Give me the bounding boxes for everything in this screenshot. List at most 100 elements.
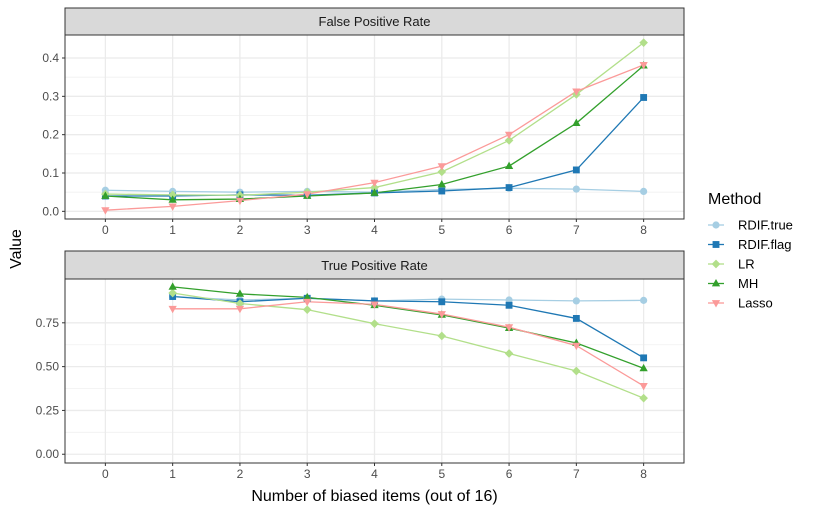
- data-point-rdif-true: [572, 185, 580, 193]
- x-tick-label: 0: [102, 223, 109, 237]
- data-point-rdif-flag: [640, 354, 648, 362]
- data-point-rdif-flag: [438, 187, 446, 195]
- data-point-rdif-true: [640, 187, 648, 195]
- x-tick-label: 5: [438, 223, 445, 237]
- legend-key-marker: [712, 241, 720, 248]
- legend: Method RDIF.true RDIF.flag LR MH Lasso: [708, 191, 793, 311]
- x-axis-title: Number of biased items (out of 16): [251, 488, 497, 505]
- data-point-mh: [437, 180, 446, 188]
- data-point-lasso: [639, 62, 648, 70]
- y-tick-label: 0.75: [36, 316, 60, 330]
- series-line-rdif-flag: [172, 295, 644, 359]
- data-point-rdif-flag: [505, 301, 513, 309]
- x-tick-label: 4: [371, 467, 378, 481]
- data-point-mh: [168, 195, 177, 203]
- data-point-mh: [235, 289, 245, 297]
- data-point-lasso: [168, 203, 177, 211]
- legend-key-marker: [711, 279, 721, 287]
- data-point-lasso: [572, 342, 581, 351]
- x-tick-label: 5: [438, 467, 445, 481]
- data-point-lr: [168, 288, 177, 298]
- data-point-lr: [370, 319, 379, 329]
- data-point-lr: [504, 136, 514, 145]
- x-tick-label: 8: [640, 223, 647, 237]
- legend-label: RDIF.true: [738, 218, 793, 233]
- data-point-lasso: [235, 305, 245, 314]
- data-point-mh: [572, 118, 581, 127]
- data-point-mh: [168, 282, 177, 290]
- series-line-lasso: [172, 301, 644, 387]
- data-point-mh: [370, 188, 379, 196]
- y-tick-label: 0.00: [36, 447, 60, 461]
- legend-title: Method: [708, 191, 761, 208]
- data-point-mh: [504, 161, 514, 169]
- x-axis-ticks: 0 1 2 3 4 5 6 7 8 0 1 2 3 4 5 6 7 8: [102, 219, 647, 481]
- series-line-rdif-true: [172, 295, 644, 302]
- panel-1-title: False Positive Rate: [319, 14, 431, 29]
- data-point-lr: [572, 366, 581, 376]
- legend-key-marker: [711, 300, 721, 308]
- data-point-rdif-flag: [438, 298, 446, 306]
- panel-1-plot-area: 0.0 0.1 0.2 0.3 0.4: [42, 34, 685, 220]
- series-line-lr: [172, 292, 644, 399]
- data-point-lr: [302, 305, 312, 314]
- data-point-lasso: [504, 324, 514, 332]
- data-point-rdif-true: [505, 296, 513, 304]
- x-tick-label: 2: [237, 223, 244, 237]
- x-tick-label: 6: [506, 467, 513, 481]
- data-point-lasso: [168, 305, 177, 314]
- data-point-lasso: [370, 179, 379, 188]
- x-tick-label: 6: [506, 223, 513, 237]
- panel-1-strip: [64, 7, 685, 36]
- data-point-lr: [639, 38, 648, 47]
- y-tick-label: 0.25: [36, 403, 60, 417]
- y-tick-label: 0.4: [42, 51, 59, 65]
- data-point-lr: [504, 349, 514, 358]
- data-point-lasso: [437, 311, 446, 319]
- data-point-lasso: [639, 383, 648, 391]
- y-tick-label: 0.0: [42, 204, 59, 218]
- data-point-lr: [168, 190, 177, 200]
- panel-2-strip: [64, 250, 685, 280]
- x-tick-label: 8: [640, 467, 647, 481]
- panel-2-plot-area: 0.00 0.25 0.50 0.75: [36, 278, 685, 464]
- data-point-rdif-flag: [505, 184, 513, 191]
- data-point-lasso: [504, 131, 514, 140]
- x-tick-label: 4: [371, 223, 378, 237]
- data-point-lasso: [370, 301, 379, 309]
- data-point-lasso: [572, 88, 581, 96]
- data-point-rdif-flag: [640, 94, 648, 101]
- data-point-lasso: [101, 207, 110, 215]
- x-tick-label: 0: [102, 467, 109, 481]
- y-tick-label: 0.50: [36, 360, 60, 374]
- x-tick-label: 1: [169, 467, 176, 481]
- series-line-mh: [172, 286, 644, 369]
- data-point-lr: [235, 299, 245, 308]
- legend-label: RDIF.flag: [738, 237, 791, 252]
- y-tick-label: 0.1: [42, 166, 59, 180]
- data-point-rdif-flag: [572, 166, 580, 174]
- x-tick-label: 2: [237, 467, 244, 481]
- y-tick-label: 0.3: [42, 89, 59, 103]
- data-point-lasso: [437, 163, 446, 171]
- data-point-lasso: [303, 298, 312, 307]
- data-point-lr: [639, 393, 648, 403]
- data-point-lr: [437, 331, 447, 341]
- data-point-lasso: [235, 197, 245, 206]
- data-point-mh: [101, 191, 110, 199]
- x-tick-label: 3: [304, 467, 311, 481]
- panel-2-title: True Positive Rate: [321, 258, 427, 273]
- y-axis-title: Value: [8, 229, 25, 269]
- legend-key-marker: [711, 259, 721, 269]
- y-tick-label: 0.2: [42, 128, 59, 142]
- legend-label: Lasso: [738, 296, 773, 311]
- data-point-rdif-true: [640, 296, 648, 304]
- data-point-lr: [370, 183, 379, 192]
- data-point-lasso: [303, 191, 312, 199]
- data-point-mh: [639, 363, 648, 372]
- data-point-rdif-true: [572, 297, 580, 305]
- legend-label: MH: [738, 276, 758, 291]
- legend-key-marker: [712, 221, 720, 229]
- x-tick-label: 7: [573, 467, 580, 481]
